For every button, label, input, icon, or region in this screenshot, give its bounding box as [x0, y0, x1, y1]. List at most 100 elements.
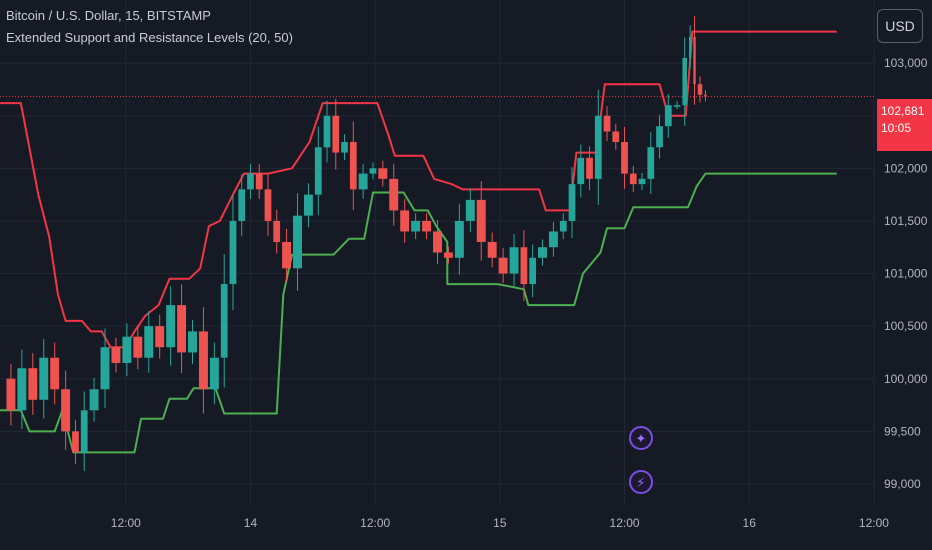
candle-body-30 [303, 194, 313, 216]
candle-body-11 [111, 347, 121, 363]
candle-body-68 [673, 105, 681, 107]
candle-body-29 [293, 215, 302, 269]
candle-body-49 [498, 257, 508, 274]
candle-body-39 [389, 178, 399, 211]
candle-body-57 [577, 157, 585, 185]
time-tick-label: 14 [244, 516, 258, 530]
candle-body-14 [144, 326, 154, 358]
candle-body-7 [72, 431, 79, 453]
candle-body-51 [520, 247, 528, 285]
candle-body-65 [647, 147, 655, 179]
time-tick-label: 15 [493, 516, 507, 530]
candle-body-26 [264, 189, 272, 221]
symbol-legend[interactable]: Bitcoin / U.S. Dollar, 15, BITSTAMP [6, 8, 211, 23]
candle-body-46 [465, 199, 475, 221]
candle-body-62 [621, 142, 628, 174]
candle-body-22 [229, 220, 237, 285]
lightning-icon[interactable]: ⚡ [629, 470, 653, 494]
candle-body-53 [538, 247, 547, 258]
candle-body-6 [61, 389, 71, 432]
price-tick-label: 103,000 [884, 56, 928, 70]
candle-body-71 [693, 36, 696, 85]
candle-body-16 [166, 305, 176, 348]
support-line [0, 172, 837, 454]
candle-body-4 [39, 357, 49, 400]
candle-body-63 [629, 173, 637, 185]
time-tick-label: 12:00 [360, 516, 390, 530]
candle-body-5 [50, 357, 60, 390]
candle-body-43 [433, 231, 442, 253]
time-tick-label: 16 [743, 516, 757, 530]
candle-body-17 [177, 305, 187, 353]
candle-body-28 [282, 241, 292, 269]
candle-body-33 [332, 115, 340, 153]
candle-body-13 [133, 336, 143, 358]
candle-body-70 [688, 36, 692, 58]
price-tick-label: 100,500 [884, 319, 928, 333]
candle-body-9 [89, 389, 99, 411]
candle-body-38 [378, 168, 388, 179]
candle-body-34 [341, 142, 348, 153]
candle-body-72 [697, 84, 703, 95]
candle-body-64 [638, 178, 646, 185]
candle-body-50 [509, 247, 519, 274]
candle-body-35 [349, 142, 357, 190]
candle-body-37 [369, 168, 377, 174]
candle-body-66 [656, 126, 663, 148]
candle-body-32 [323, 115, 331, 148]
candle-body-19 [198, 331, 208, 390]
candle-body-60 [603, 115, 611, 132]
candle-body-41 [411, 220, 421, 232]
price-tick-label: 102,000 [884, 161, 928, 175]
time-tick-label: 12:00 [610, 516, 640, 530]
candle-body-27 [273, 220, 281, 242]
price-tick-label: 101,000 [884, 267, 928, 281]
candle-body-47 [476, 199, 486, 242]
candle-body-59 [594, 115, 602, 179]
candle-body-69 [682, 57, 687, 106]
chart-series [0, 16, 837, 472]
price-axis[interactable]: 99,000 99,500 100,000 100,500 101,000 101,500… [884, 56, 928, 491]
candle-body-2 [17, 368, 27, 411]
candle-body-8 [80, 410, 88, 453]
candle-body-52 [529, 257, 537, 285]
candle-body-44 [443, 252, 453, 258]
candle-body-45 [454, 220, 464, 258]
candle-body-67 [664, 105, 672, 127]
candle-body-40 [400, 210, 410, 232]
last-price-badge: 102,681 10:05 [877, 99, 932, 151]
candle-body-31 [314, 147, 322, 195]
candle-body-25 [255, 173, 263, 190]
last-price-value: 102,681 [881, 104, 925, 118]
candle-body-21 [220, 284, 228, 358]
price-tick-label: 99,500 [884, 424, 921, 438]
price-tick-label: 100,000 [884, 372, 928, 386]
price-tick-label: 99,000 [884, 477, 921, 491]
candle-body-48 [487, 241, 497, 258]
candle-body-56 [568, 184, 576, 221]
time-tick-label: 12:00 [111, 516, 141, 530]
sparkle-icon[interactable]: ✦ [629, 426, 653, 450]
price-series [6, 16, 707, 472]
candle-body-10 [100, 347, 110, 390]
time-tick-label: 12:00 [859, 516, 889, 530]
candle-body-23 [238, 189, 246, 221]
indicator-legend[interactable]: Extended Support and Resistance Levels (… [6, 30, 293, 45]
candle-body-15 [155, 326, 165, 348]
candle-body-18 [188, 331, 197, 353]
candle-body-12 [122, 336, 132, 363]
candle-body-55 [559, 220, 567, 232]
candle-body-24 [247, 173, 254, 190]
candle-body-20 [209, 357, 219, 390]
currency-button[interactable]: USD [877, 9, 923, 43]
bar-countdown: 10:05 [881, 121, 912, 135]
candle-body-3 [28, 368, 38, 400]
candle-body-73 [704, 94, 707, 97]
candle-body-54 [548, 231, 558, 248]
price-tick-label: 101,500 [884, 214, 928, 228]
candle-body-42 [422, 220, 432, 232]
time-axis[interactable]: 12:00 14 12:00 15 12:00 16 12:00 [111, 516, 889, 530]
candle-body-61 [612, 131, 620, 143]
candle-body-1 [6, 378, 16, 411]
